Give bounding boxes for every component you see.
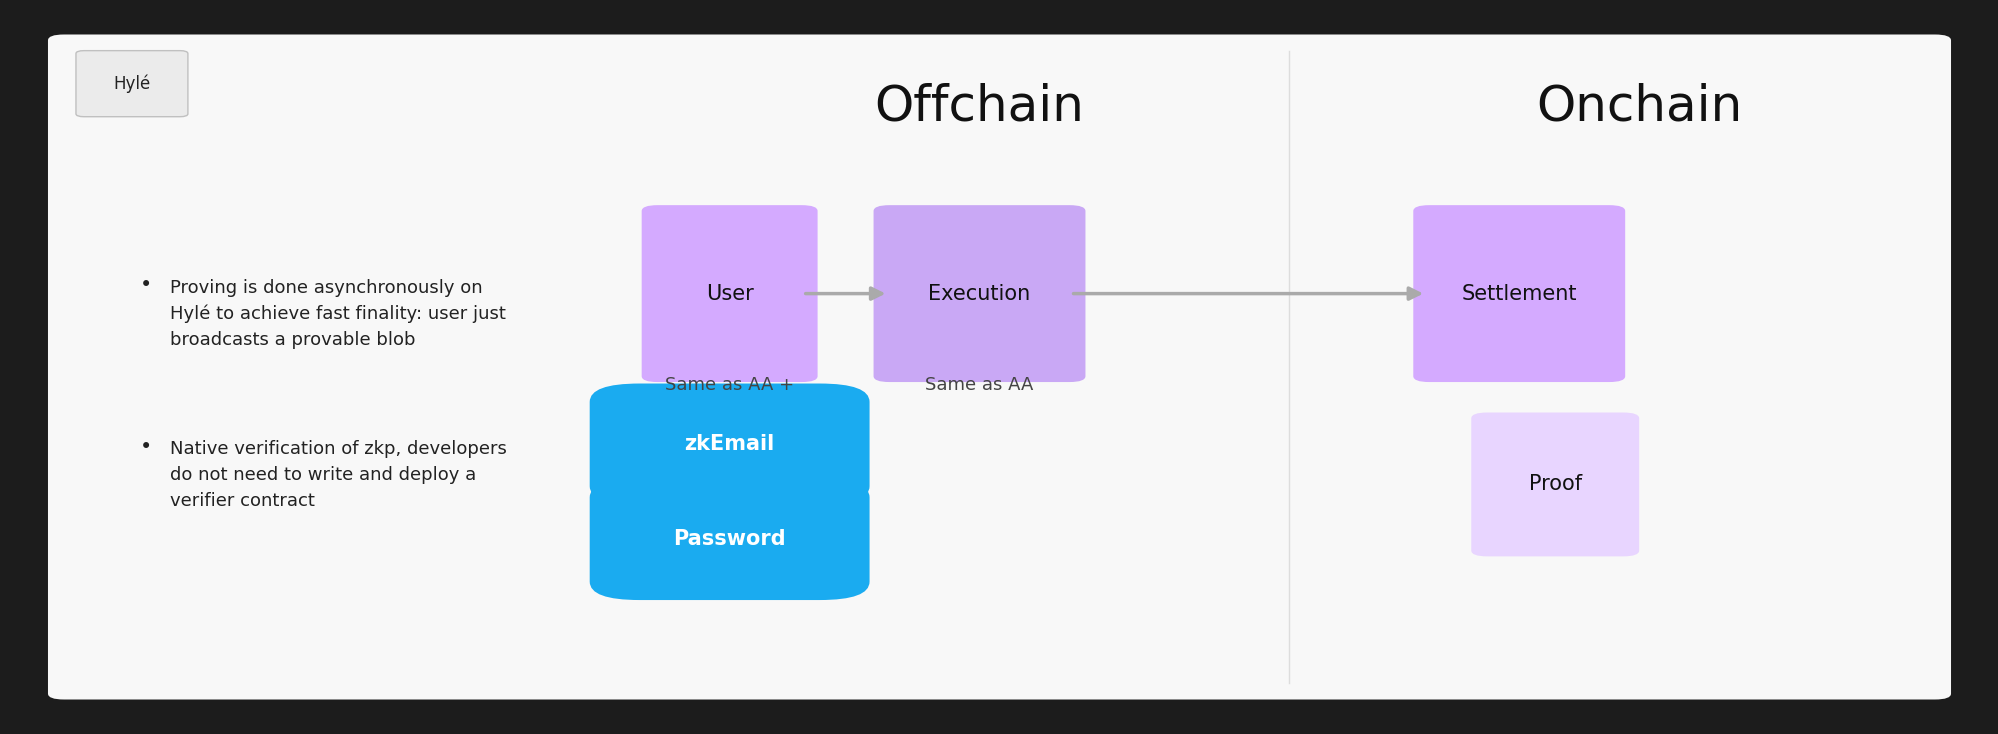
FancyBboxPatch shape bbox=[76, 51, 188, 117]
Text: Same as AA +: Same as AA + bbox=[665, 377, 793, 394]
Text: •: • bbox=[140, 437, 152, 457]
FancyBboxPatch shape bbox=[1413, 206, 1624, 382]
Text: zkEmail: zkEmail bbox=[683, 434, 775, 454]
Text: Settlement: Settlement bbox=[1461, 283, 1576, 304]
Text: Execution: Execution bbox=[927, 283, 1031, 304]
FancyBboxPatch shape bbox=[641, 206, 817, 382]
Text: Onchain: Onchain bbox=[1534, 82, 1742, 131]
Text: Offchain: Offchain bbox=[875, 82, 1083, 131]
Text: User: User bbox=[705, 283, 753, 304]
Text: •: • bbox=[140, 275, 152, 295]
FancyBboxPatch shape bbox=[589, 479, 869, 600]
Text: Proving is done asynchronously on
Hylé to achieve fast finality: user just
broad: Proving is done asynchronously on Hylé t… bbox=[170, 279, 505, 349]
Text: Hylé: Hylé bbox=[114, 74, 150, 93]
FancyBboxPatch shape bbox=[48, 34, 1950, 700]
Text: Password: Password bbox=[673, 529, 785, 550]
Text: Proof: Proof bbox=[1528, 474, 1580, 495]
FancyBboxPatch shape bbox=[873, 206, 1085, 382]
Text: Same as AA: Same as AA bbox=[925, 377, 1033, 394]
FancyBboxPatch shape bbox=[1471, 413, 1638, 556]
Text: Native verification of zkp, developers
do not need to write and deploy a
verifie: Native verification of zkp, developers d… bbox=[170, 440, 507, 510]
FancyBboxPatch shape bbox=[589, 383, 869, 505]
